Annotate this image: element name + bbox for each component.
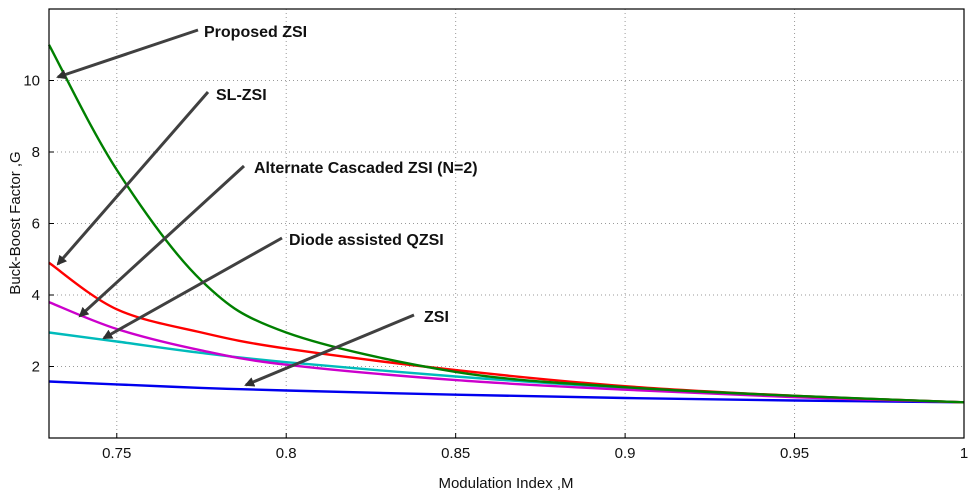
y-tick-label: 2 [32, 359, 40, 376]
annotation-label-proposed-zsi: Proposed ZSI [204, 24, 307, 41]
grid [49, 9, 964, 438]
x-tick-label: 0.8 [276, 445, 297, 462]
x-tick-label: 0.9 [615, 445, 636, 462]
plot-frame [48, 8, 965, 439]
annotation-arrow-diode-assisted-qzsi [102, 236, 283, 340]
annotation-arrow-zsi [244, 313, 415, 387]
annotation-arrow-proposed-zsi [56, 28, 199, 80]
x-axis-label: Modulation Index ,M [438, 475, 573, 492]
x-tick-label: 1 [960, 445, 968, 462]
annotation-label-sl-zsi: SL-ZSI [216, 87, 267, 104]
x-tick-label: 0.75 [102, 445, 131, 462]
y-axis-label: Buck-Boost Factor ,G [7, 151, 24, 294]
series-line-alternate-cascaded-zsi-n-2 [48, 300, 965, 404]
series-group [47, 44, 965, 404]
annotation-arrow-alternate-cascaded-zsi-n-2 [78, 164, 246, 318]
y-tick-label: 10 [23, 73, 40, 90]
series-line-proposed-zsi [47, 44, 965, 404]
y-tick-label: 8 [32, 144, 40, 161]
series-line-zsi [48, 380, 965, 404]
ticks: 0.75 0.8 0.85 0.9 0.95 1 2 4 6 8 10 [23, 73, 968, 463]
x-tick-label: 0.95 [780, 445, 809, 462]
y-tick-label: 4 [32, 287, 40, 304]
annotations: Proposed ZSI SL-ZSI Alternate Cascaded ZSI… [56, 24, 478, 387]
y-tick-label: 6 [32, 216, 40, 233]
x-tick-label: 0.85 [441, 445, 470, 462]
annotation-arrow-sl-zsi [56, 91, 210, 266]
annotation-label-zsi: ZSI [424, 309, 449, 326]
annotation-label-alternate-cascaded-zsi-n-2: Alternate Cascaded ZSI (N=2) [254, 160, 478, 177]
annotation-label-diode-assisted-qzsi: Diode assisted QZSI [289, 232, 444, 249]
series-line-diode-assisted-qzsi [48, 331, 965, 404]
